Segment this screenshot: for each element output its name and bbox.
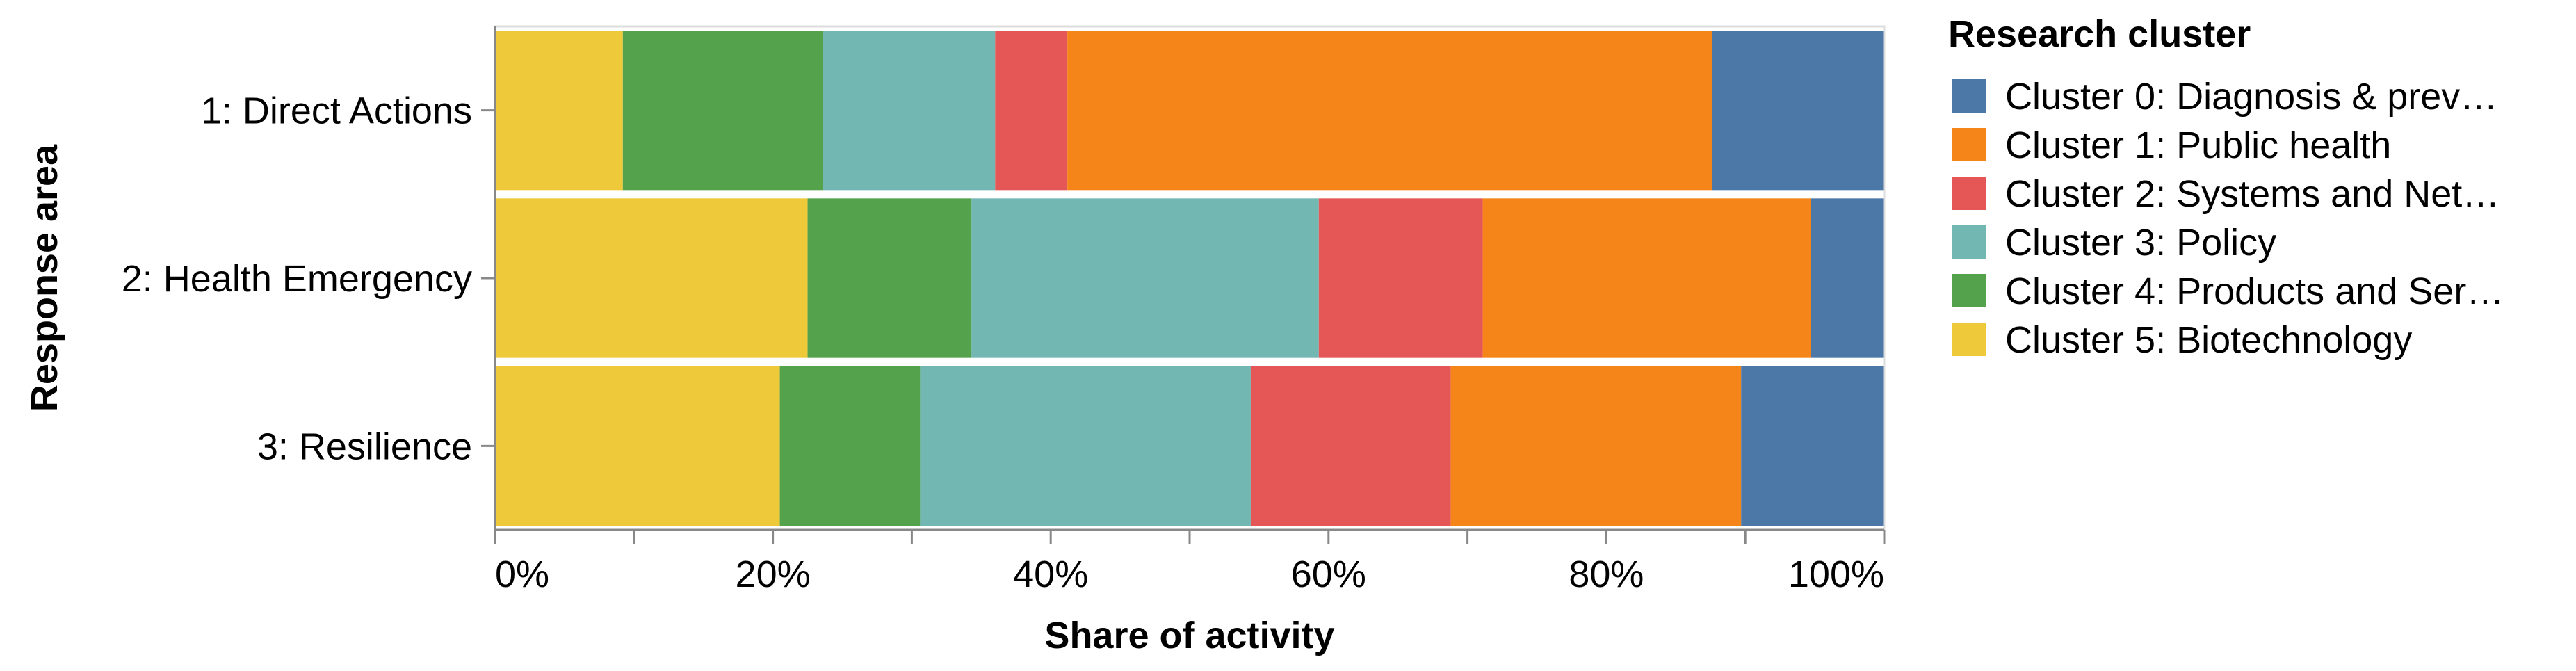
bar-segment [1811, 198, 1884, 358]
legend: Research cluster Cluster 0: Diagnosis & … [1948, 13, 2504, 361]
bar-segment [1482, 198, 1811, 358]
legend-title: Research cluster [1948, 13, 2251, 55]
bars-group [495, 31, 1884, 526]
bar-segment [920, 366, 1251, 526]
bar-segment [495, 198, 808, 358]
x-tick-label: 20% [736, 553, 811, 595]
bar-segment [622, 31, 823, 191]
legend-label: Cluster 0: Diagnosis & prev… [2005, 76, 2497, 118]
bar-segment [779, 366, 921, 526]
legend-label: Cluster 5: Biotechnology [2005, 319, 2412, 361]
bar-segment [1741, 366, 1884, 526]
legend-label: Cluster 2: Systems and Net… [2005, 173, 2500, 215]
legend-label: Cluster 1: Public health [2005, 124, 2391, 166]
x-tick-label: 60% [1291, 553, 1366, 595]
x-tick-label: 40% [1013, 553, 1088, 595]
y-axis: 1: Direct Actions 2: Health Emergency 3: R… [122, 26, 496, 530]
legend-swatch [1952, 323, 1986, 356]
legend-swatch [1952, 79, 1986, 113]
bar-segment [1450, 366, 1742, 526]
bar-segment [1318, 198, 1483, 358]
bar-segment [1067, 31, 1712, 191]
legend-label: Cluster 3: Policy [2005, 222, 2276, 264]
bar-segment [823, 31, 996, 191]
x-tick-label: 0% [495, 553, 549, 595]
bar-segment [1250, 366, 1451, 526]
x-axis-title: Share of activity [1044, 615, 1334, 656]
y-tick-label: 3: Resilience [257, 426, 472, 467]
legend-swatch [1952, 128, 1986, 161]
legend-label: Cluster 4: Products and Ser… [2005, 270, 2504, 312]
bar-segment [971, 198, 1319, 358]
bar-segment [1712, 31, 1884, 191]
legend-swatch [1952, 177, 1986, 210]
bar-segment [495, 366, 780, 526]
y-tick-label: 1: Direct Actions [201, 90, 472, 132]
legend-swatch [1952, 225, 1986, 259]
bar-segment [995, 31, 1068, 191]
x-tick-label: 80% [1569, 553, 1644, 595]
y-tick-label: 2: Health Emergency [122, 258, 472, 300]
bar-segment [495, 31, 623, 191]
x-tick-label: 100% [1788, 553, 1884, 595]
x-axis: 0% 20% 40% 60% 80% 100% [494, 528, 1886, 595]
bar-segment [807, 198, 972, 358]
legend-swatch [1952, 274, 1986, 307]
y-axis-title: Response area [24, 144, 65, 412]
